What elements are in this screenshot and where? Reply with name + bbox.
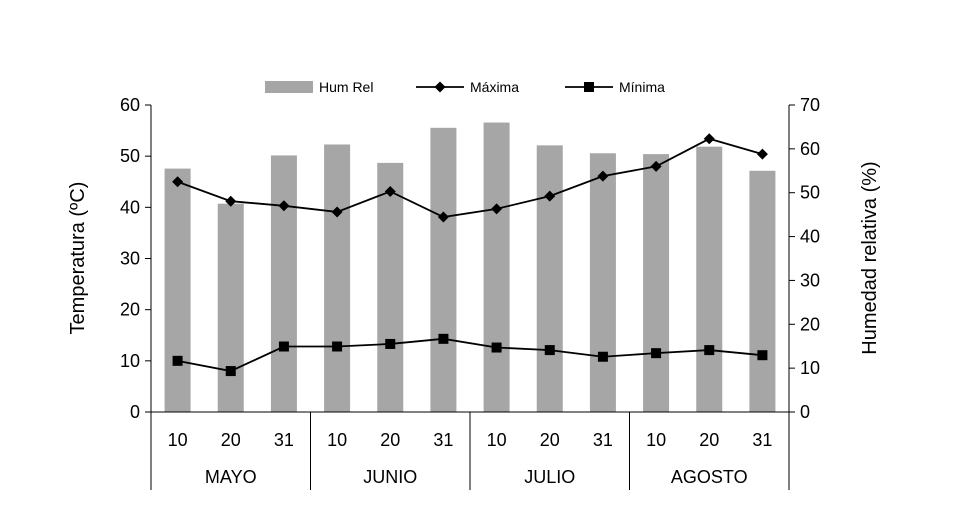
axes: 0 10 20 30 40 50 60 0 10 20 30 40 50 60 70 [120, 95, 820, 422]
x-tick-label: 31 [752, 430, 772, 450]
x-tick-label: 10 [327, 430, 347, 450]
humidity-bar [589, 153, 616, 412]
x-tick-label: 20 [380, 430, 400, 450]
minima-point [438, 333, 449, 344]
x-tick-label: 20 [540, 430, 560, 450]
x-tick-label: 20 [221, 430, 241, 450]
x-group-label: JUNIO [363, 467, 417, 487]
legend-marker-square [584, 82, 594, 92]
humidity-bar [430, 127, 457, 412]
y-tick-label-left: 0 [130, 402, 140, 422]
legend-label: Mínima [619, 79, 665, 95]
x-group-label: JULIO [524, 467, 575, 487]
maxima-point [225, 195, 237, 207]
y-tick-label-left: 20 [120, 300, 140, 320]
y-axis-title-left: Temperatura (ºC) [67, 182, 89, 335]
legend-marker-diamond [434, 81, 446, 93]
maxima-point [384, 185, 396, 197]
y-tick-label-left: 10 [120, 351, 140, 371]
humidity-bar [536, 145, 563, 412]
humidity-bar [270, 155, 297, 412]
maxima-point [544, 190, 556, 202]
y-axis-title-right: Humedad relativa (%) [859, 161, 881, 354]
minima-point [704, 345, 715, 356]
x-tick-label: 10 [487, 430, 507, 450]
y-tick-label-right: 0 [800, 402, 810, 422]
maxima-point [172, 176, 184, 188]
minima-point [385, 338, 396, 349]
y-tick-label-right: 30 [800, 270, 820, 290]
y-tick-label-left: 50 [120, 146, 140, 166]
maxima-line [177, 137, 763, 218]
maxima-point [703, 133, 715, 145]
x-tick-label: 20 [699, 430, 719, 450]
minima-point [757, 350, 768, 361]
minima-point [225, 366, 236, 377]
maxima-point [331, 206, 343, 218]
x-tick-label: 10 [646, 430, 666, 450]
y-tick-label-right: 10 [800, 358, 820, 378]
humidity-bar [483, 122, 510, 413]
maxima-point [597, 170, 609, 182]
y-tick-label-right: 70 [800, 95, 820, 115]
minima-point [278, 341, 289, 352]
x-tick-label: 31 [274, 430, 294, 450]
maxima-point [491, 203, 503, 215]
temperature-lines [172, 133, 768, 377]
y-tick-label-right: 60 [800, 139, 820, 159]
minima-point [544, 345, 555, 356]
humidity-bar [696, 146, 723, 412]
minima-point [332, 341, 343, 352]
x-tick-label: 31 [593, 430, 613, 450]
minima-line [177, 337, 763, 373]
x-group-label: MAYO [205, 467, 257, 487]
minima-point [172, 355, 183, 366]
minima-point [597, 351, 608, 362]
humidity-bars [164, 122, 776, 413]
maxima-point [437, 211, 449, 223]
y-tick-label-left: 40 [120, 197, 140, 217]
minima-point [491, 342, 502, 353]
y-tick-label-left: 30 [120, 249, 140, 269]
y-tick-label-left: 60 [120, 95, 140, 115]
x-tick-label: 10 [168, 430, 188, 450]
legend-swatch-hum-rel [265, 81, 313, 93]
legend-label: Hum Rel [319, 79, 373, 95]
humidity-bar [164, 168, 191, 412]
x-group-label: AGOSTO [671, 467, 748, 487]
humidity-bar [324, 144, 351, 412]
minima-point [651, 348, 662, 359]
legend-label: Máxima [470, 79, 519, 95]
humidity-bar [217, 203, 244, 412]
y-tick-label-right: 40 [800, 227, 820, 247]
x-axis: 10 20 31 10 20 31 10 20 31 10 20 31 MAYO JUNIO JULIO AG… [150, 411, 790, 490]
x-tick-label: 31 [433, 430, 453, 450]
maxima-point [756, 148, 768, 160]
legend: Hum Rel Máxima Mínima [265, 79, 665, 95]
y-tick-label-right: 20 [800, 314, 820, 334]
maxima-point [650, 160, 662, 172]
humidity-bar [749, 170, 776, 412]
y-tick-label-right: 50 [800, 183, 820, 203]
humidity-bar [377, 162, 404, 412]
maxima-point [278, 200, 290, 212]
humidity-bar [643, 154, 670, 412]
